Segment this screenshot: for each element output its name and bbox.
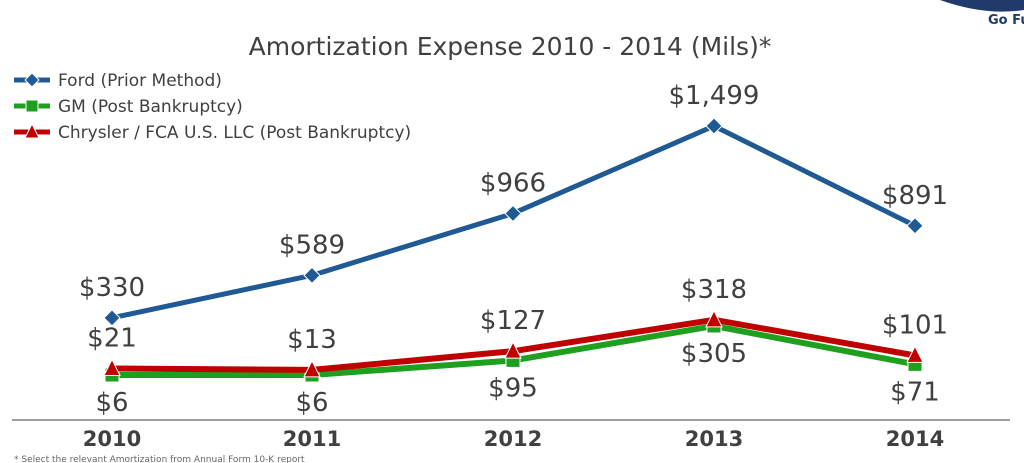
legend-label: Ford (Prior Method) [58, 71, 222, 91]
triangle-marker [24, 122, 40, 139]
diamond-marker [504, 204, 522, 223]
data-label-ford: $589 [279, 230, 345, 260]
data-label-chrysler: $318 [681, 275, 747, 305]
diamond-marker [103, 309, 121, 327]
x-tick-label: 2011 [283, 427, 341, 451]
data-label-gm: $6 [295, 388, 328, 418]
chart-title: Amortization Expense 2010 - 2014 (Mils)* [249, 32, 772, 61]
data-label-chrysler: $101 [882, 310, 948, 340]
data-label-ford: $330 [79, 273, 145, 303]
triangle-marker [103, 358, 121, 377]
footnote: * Select the relevant Amortization from … [14, 455, 305, 463]
triangle-marker [705, 309, 723, 328]
data-label-ford: $891 [882, 181, 948, 211]
data-label-gm: $305 [681, 339, 747, 369]
x-tick-label: 2013 [685, 427, 743, 451]
legend-item-gm: GM (Post Bankruptcy) [14, 97, 243, 117]
square-marker [25, 99, 39, 113]
legend-label: GM (Post Bankruptcy) [58, 97, 243, 117]
legend-label: Chrysler / FCA U.S. LLC (Post Bankruptcy… [58, 123, 411, 143]
brand-text: Go Fu [988, 13, 1024, 28]
series-line-ford [111, 123, 917, 321]
diamond-marker [24, 72, 40, 88]
diamond-marker [705, 117, 723, 135]
x-tick-label: 2014 [886, 427, 944, 451]
diamond-marker [303, 266, 321, 285]
ford-logo: Go Fu [940, 0, 1024, 28]
data-label-ford: $966 [480, 168, 546, 198]
x-tick-label: 2012 [484, 427, 542, 451]
x-axis: 2010 2011 2012 2013 2014 [12, 419, 1010, 451]
data-label-gm: $71 [890, 377, 940, 407]
data-label-gm: $95 [488, 373, 538, 403]
data-label-chrysler: $21 [87, 324, 137, 354]
legend-item-ford: Ford (Prior Method) [14, 71, 222, 91]
data-labels: $330 $589 $966 $1,499 $891 $6 $6 $95 $305 $71 $21 $… [79, 81, 948, 418]
diamond-marker [906, 217, 924, 235]
legend: Ford (Prior Method) GM (Post Bankruptcy) C… [14, 71, 411, 143]
data-label-gm: $6 [95, 388, 128, 418]
data-label-chrysler: $127 [480, 306, 546, 336]
triangle-marker [303, 359, 321, 378]
legend-item-chrysler: Chrysler / FCA U.S. LLC (Post Bankruptcy… [14, 122, 411, 143]
triangle-marker [504, 341, 522, 359]
data-label-chrysler: $13 [287, 325, 337, 355]
x-tick-label: 2010 [83, 427, 141, 451]
data-label-ford: $1,499 [669, 81, 760, 111]
triangle-marker [906, 345, 924, 363]
series-layer [103, 117, 924, 383]
